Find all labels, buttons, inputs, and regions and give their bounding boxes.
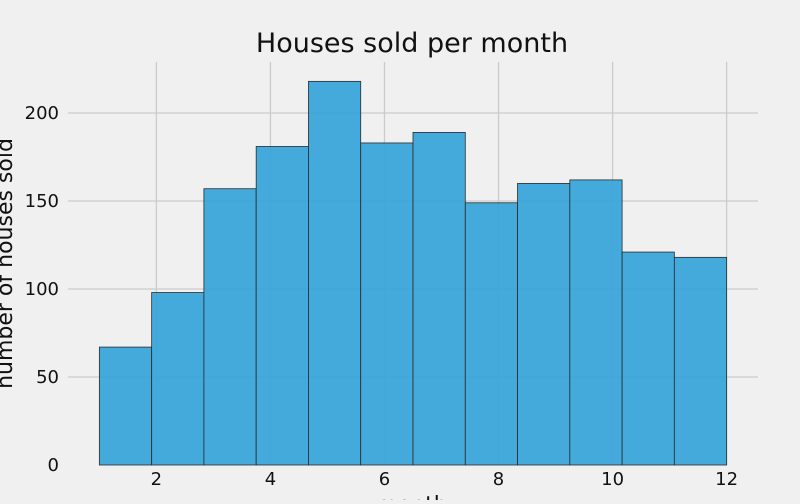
bar-4 [255, 146, 309, 466]
bar-12 [673, 256, 728, 466]
bar-2 [151, 292, 205, 466]
y-axis-label: number of houses sold [0, 138, 18, 389]
x-tick-label: 4 [265, 469, 276, 490]
chart-title: Houses sold per month [256, 28, 568, 59]
bar-5 [308, 80, 362, 466]
x-tick-label: 12 [715, 469, 738, 490]
bar-10 [569, 179, 623, 466]
bar-6 [360, 142, 414, 466]
y-tick-labels: 0 50 100 150 200 [25, 103, 59, 476]
y-tick-label: 100 [25, 279, 59, 300]
bar-7 [412, 131, 466, 466]
x-tick-label: 2 [151, 469, 162, 490]
x-tick-label: 10 [601, 469, 624, 490]
bar-3 [203, 188, 257, 466]
y-tick-label: 200 [25, 103, 59, 124]
x-tick-label: 6 [379, 469, 390, 490]
x-tick-labels: 2 4 6 8 10 12 [151, 469, 738, 490]
bar-11 [621, 251, 675, 466]
bar-8 [464, 202, 518, 466]
y-tick-label: 150 [25, 191, 59, 212]
y-tick-label: 0 [48, 455, 59, 476]
x-tick-label: 8 [493, 469, 504, 490]
bars [98, 80, 728, 466]
bar-1 [98, 346, 153, 466]
bar-9 [517, 183, 571, 466]
y-tick-label: 50 [36, 367, 59, 388]
x-axis-label: month [376, 493, 447, 500]
